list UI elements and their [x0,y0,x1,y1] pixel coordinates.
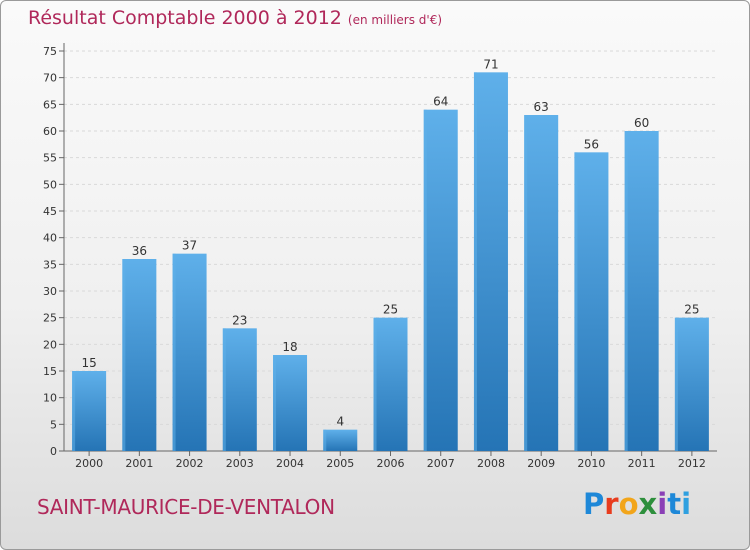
bar-2011 [624,131,659,451]
bar-value-label: 63 [534,100,549,114]
bar-highlight [574,152,578,452]
logo-letter: o [618,487,639,521]
bar-value-label: 64 [433,95,448,109]
x-tick-label: 2005 [326,457,354,470]
bar-highlight [423,109,427,452]
logo-letter: i [657,487,668,521]
x-tick-label: 2006 [377,457,405,470]
x-tick-label: 2002 [176,457,204,470]
y-tick-label: 25 [43,312,57,325]
y-tick-label: 5 [50,418,57,431]
bar-highlight [473,72,477,451]
bar-value-label: 37 [182,239,197,253]
y-tick-label: 30 [43,285,57,298]
x-tick-label: 2009 [527,457,555,470]
logo-letter: r [604,487,619,521]
y-tick-label: 75 [43,45,57,58]
x-tick-label: 2004 [276,457,304,470]
bars [72,72,709,452]
bar-2009 [524,115,559,451]
bar-highlight [172,253,176,451]
bar-highlight [323,429,327,451]
bar-value-label: 18 [282,340,297,354]
logo-letter: x [638,487,658,521]
x-tick-label: 2003 [226,457,254,470]
bar-2005 [323,429,358,451]
logo-letter: P [583,487,605,521]
x-tick-label: 2010 [577,457,605,470]
y-tick-label: 20 [43,338,57,351]
bar-highlight [222,328,226,451]
y-tick-label: 40 [43,232,57,245]
bar-value-label: 4 [336,415,344,429]
x-tick-label: 2012 [678,457,706,470]
y-tick-label: 0 [50,445,57,458]
bar-highlight [122,259,126,451]
proxiti-logo[interactable]: Proxiti [583,487,691,521]
chart-title: Résultat Comptable 2000 à 2012 (en millie… [28,7,442,29]
y-tick-label: 45 [43,205,57,218]
bar-highlight [72,371,76,451]
logo-letter: t [667,487,682,521]
y-tick-label: 55 [43,152,57,165]
y-tick-label: 65 [43,98,57,111]
bar-value-label: 25 [684,303,699,317]
bar-highlight [273,355,277,451]
x-tick-label: 2007 [427,457,455,470]
bar-2010 [574,152,609,452]
labels: 0 5 10 15 20 25 30 35 40 45 50 55 60 65 70 75 15 2000 36 20… [43,45,706,470]
y-tick-label: 60 [43,125,57,138]
bar-value-label: 15 [81,356,96,370]
x-tick-label: 2001 [125,457,153,470]
bar-highlight [674,317,678,451]
commune-name: SAINT-MAURICE-DE-VENTALON [37,495,335,519]
bar-2002 [172,253,207,451]
bar-highlight [373,317,377,451]
y-tick-label: 35 [43,258,57,271]
bar-highlight [524,115,528,451]
y-tick-label: 15 [43,365,57,378]
x-tick-label: 2011 [628,457,656,470]
y-tick-label: 10 [43,392,57,405]
bar-highlight [624,131,628,451]
bar-value-label: 71 [483,57,498,71]
bar-2006 [373,317,408,451]
y-tick-label: 50 [43,178,57,191]
bar-2003 [222,328,257,451]
bar-2007 [423,109,458,452]
bar-value-label: 23 [232,313,247,327]
chart-title-text: Résultat Comptable 2000 à 2012 [28,7,342,29]
bar-value-label: 25 [383,303,398,317]
x-tick-label: 2000 [75,457,103,470]
bar-value-label: 56 [584,137,599,151]
bar-value-label: 36 [132,244,147,258]
chart-subtitle: (en milliers d'€) [347,13,443,27]
bar-2001 [122,259,157,451]
y-tick-label: 70 [43,72,57,85]
x-tick-label: 2008 [477,457,505,470]
bar-value-label: 60 [634,116,649,130]
bar-2008 [473,72,508,451]
bar-2004 [273,355,308,451]
bar-2012 [674,317,709,451]
logo-letter: i [681,487,692,521]
bar-2000 [72,371,107,451]
